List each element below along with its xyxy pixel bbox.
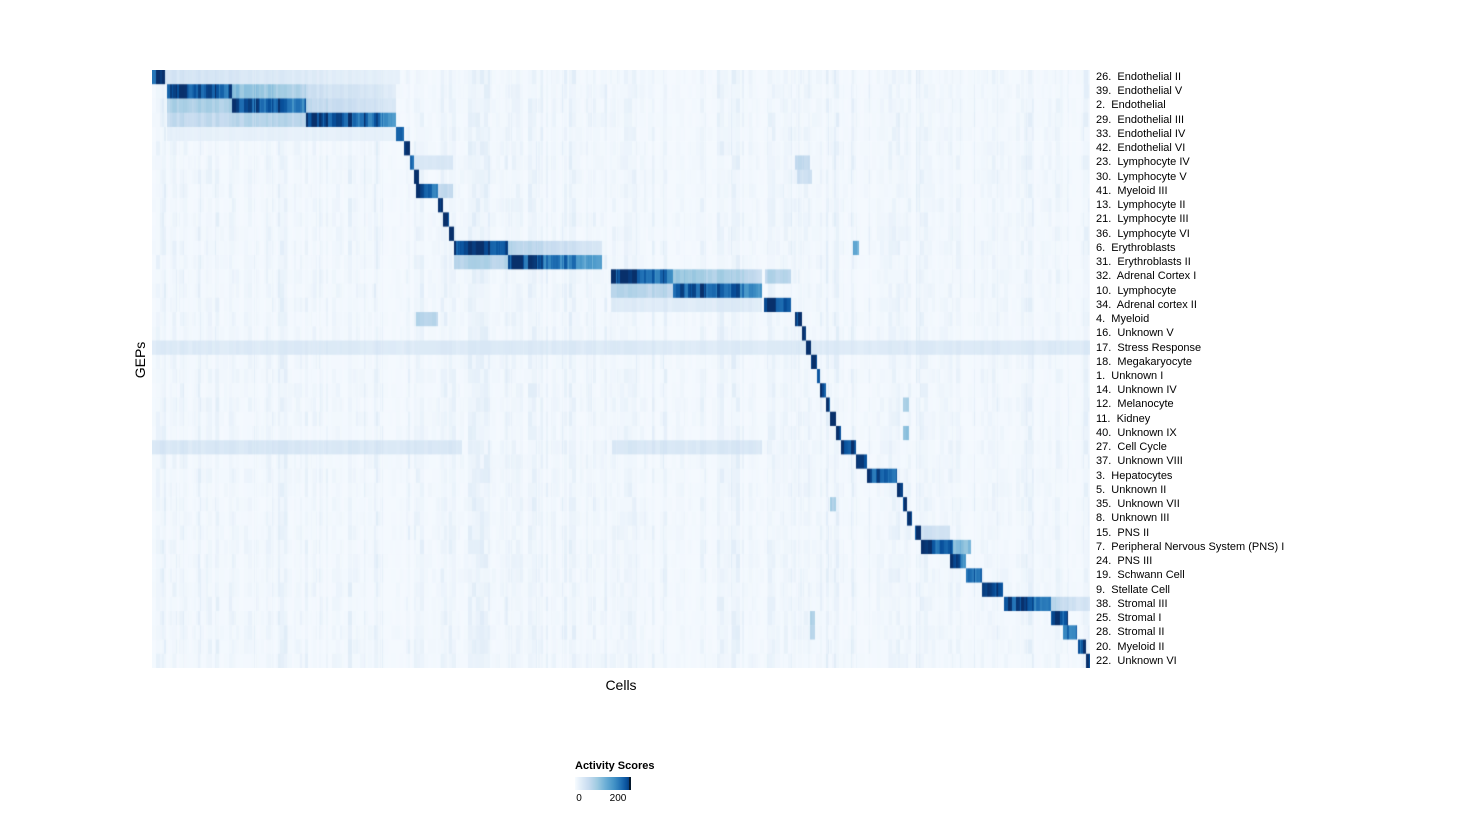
row-label: 23. Lymphocyte IV bbox=[1096, 156, 1190, 169]
row-label: 37. Unknown VIII bbox=[1096, 455, 1183, 468]
row-label: 1. Unknown I bbox=[1096, 370, 1164, 382]
heatmap-canvas bbox=[152, 70, 1090, 668]
row-label: 27. Cell Cycle bbox=[1096, 441, 1167, 454]
row-label: 16. Unknown V bbox=[1096, 327, 1174, 340]
row-label: 11. Kidney bbox=[1096, 412, 1151, 425]
row-label: 22. Unknown VI bbox=[1096, 654, 1177, 667]
row-label: 33. Endothelial IV bbox=[1096, 127, 1186, 140]
legend-gradient-bar bbox=[575, 777, 631, 790]
row-label: 13. Lymphocyte II bbox=[1096, 199, 1186, 212]
activity-scores-legend: Activity Scores 0 200 bbox=[575, 760, 695, 807]
row-label: 30. Lymphocyte V bbox=[1096, 170, 1187, 183]
row-label: 21. Lymphocyte III bbox=[1096, 213, 1189, 226]
row-label: 42. Endothelial VI bbox=[1096, 142, 1186, 155]
row-label: 20. Myeloid II bbox=[1096, 640, 1165, 653]
row-label: 10. Lymphocyte bbox=[1096, 284, 1177, 297]
row-label: 35. Unknown VII bbox=[1096, 498, 1180, 511]
row-label: 32. Adrenal Cortex I bbox=[1096, 270, 1197, 283]
x-axis-label: Cells bbox=[605, 677, 637, 693]
legend-tick-min: 0 bbox=[576, 793, 582, 804]
row-label: 7. Peripheral Nervous System (PNS) I bbox=[1096, 540, 1285, 553]
row-label: 38. Stromal III bbox=[1096, 597, 1168, 610]
row-label: 24. PNS III bbox=[1096, 555, 1153, 568]
row-label: 15. PNS II bbox=[1096, 526, 1150, 539]
row-label: 4. Myeloid bbox=[1096, 313, 1150, 326]
row-label: 8. Unknown III bbox=[1096, 512, 1170, 525]
gep-row-labels: 26. Endothelial II 39. Endothelial V 2. En… bbox=[1096, 70, 1457, 668]
row-label: 3. Hepatocytes bbox=[1096, 469, 1173, 482]
row-label: 25. Stromal I bbox=[1096, 612, 1162, 625]
row-label: 2. Endothelial bbox=[1096, 99, 1166, 112]
y-axis-label: GEPs bbox=[132, 341, 148, 379]
row-label: 28. Stromal II bbox=[1096, 626, 1165, 639]
row-label: 31. Erythroblasts II bbox=[1096, 256, 1191, 269]
row-label: 36. Lymphocyte VI bbox=[1096, 227, 1190, 240]
row-label: 41. Myeloid III bbox=[1096, 184, 1168, 197]
row-label: 40. Unknown IX bbox=[1096, 426, 1177, 439]
row-label: 34. Adrenal cortex II bbox=[1096, 298, 1197, 311]
legend-tick-max: 200 bbox=[609, 793, 627, 804]
row-label: 5. Unknown II bbox=[1096, 483, 1167, 496]
row-label: 26. Endothelial II bbox=[1096, 71, 1182, 83]
legend-title: Activity Scores bbox=[575, 760, 655, 772]
legend-endcap bbox=[629, 777, 631, 790]
row-label: 29. Endothelial III bbox=[1096, 113, 1185, 126]
row-label: 17. Stress Response bbox=[1096, 341, 1202, 354]
row-label: 18. Megakaryocyte bbox=[1096, 355, 1192, 368]
row-label: 14. Unknown IV bbox=[1096, 384, 1177, 397]
row-label: 39. Endothelial V bbox=[1096, 85, 1183, 98]
row-label: 12. Melanocyte bbox=[1096, 398, 1174, 411]
legend-ticks: 0 200 bbox=[575, 793, 631, 807]
row-label: 9. Stellate Cell bbox=[1096, 583, 1170, 596]
row-label: 19. Schwann Cell bbox=[1096, 569, 1185, 582]
row-label: 6. Erythroblasts bbox=[1096, 241, 1176, 254]
